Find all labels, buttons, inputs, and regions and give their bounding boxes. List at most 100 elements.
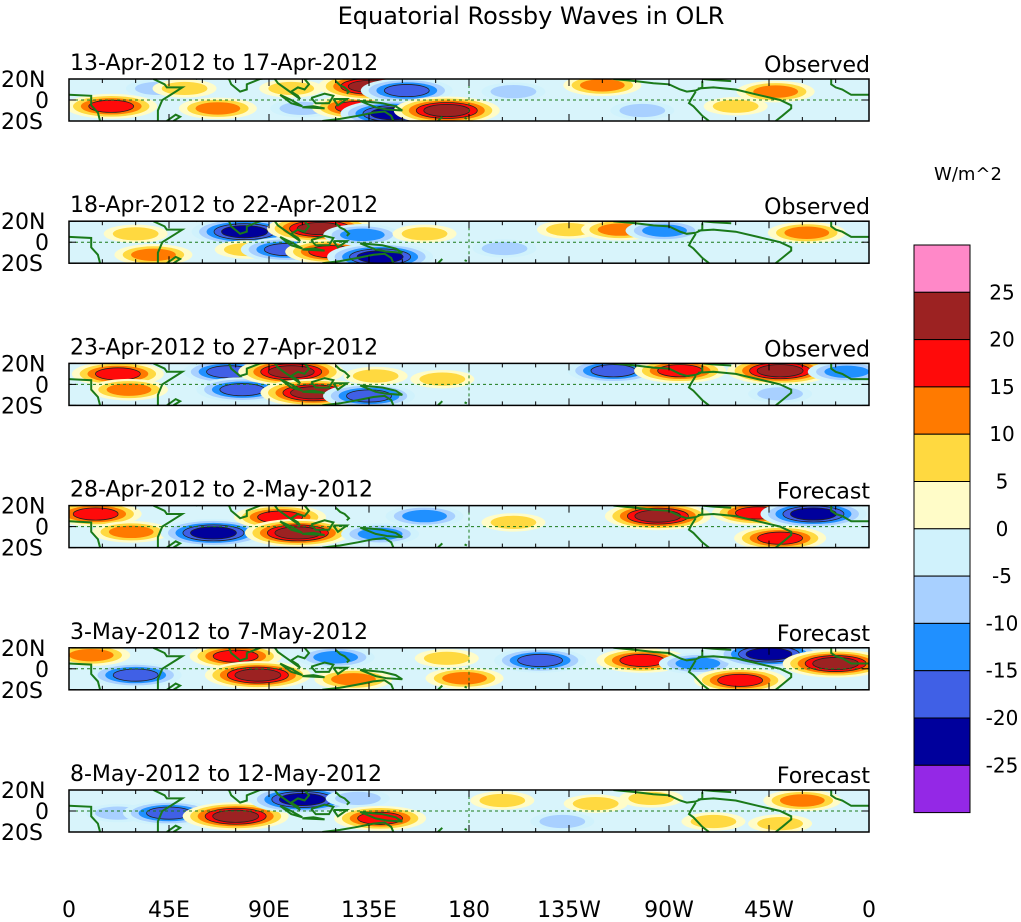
coastline: [359, 811, 403, 823]
y-tick-label: 20N: [1, 68, 45, 93]
anomaly-contour: [546, 223, 592, 237]
coastline: [335, 80, 351, 95]
colorbar-swatch: [913, 481, 971, 530]
y-tick-label: 20S: [1, 110, 43, 135]
coastline: [332, 524, 350, 534]
coastline: [830, 221, 869, 238]
coastline: [697, 228, 793, 264]
coastline: [464, 685, 468, 689]
panel-period: 23-Apr-2012 to 27-Apr-2012: [70, 335, 378, 360]
coastline: [697, 797, 793, 832]
y-tick-label: 20N: [1, 352, 45, 377]
coastline: [335, 364, 351, 379]
anomaly-contour: [824, 365, 869, 378]
anomaly-contour: [712, 99, 759, 113]
chart-title: Equatorial Rossby Waves in OLR: [338, 2, 725, 30]
coastline: [302, 105, 325, 110]
coastline: [152, 221, 186, 264]
y-tick-label: 20S: [1, 252, 43, 277]
coastline: [359, 526, 403, 539]
x-tick-label: 135E: [341, 898, 397, 922]
coastline: [310, 661, 335, 673]
coastline: [697, 512, 793, 548]
colorbar-label: -10: [986, 611, 1019, 635]
anomaly-contour: [590, 364, 637, 378]
anomaly-contour: [195, 102, 241, 115]
colorbar-labels: 25 20 15 10 5 0 -5 -10 -15 -20 -25: [986, 280, 1019, 777]
colorbar-label: -25: [986, 753, 1019, 777]
coastline: [687, 659, 710, 690]
panel-status: Observed: [764, 195, 870, 220]
colorbar-swatch: [913, 339, 971, 388]
panel-status: Forecast: [777, 764, 870, 789]
anomaly-contour: [402, 509, 447, 523]
y-tick-label: 20S: [1, 679, 43, 704]
anomaly-contour: [790, 507, 837, 521]
coastline: [310, 377, 335, 389]
coastline: [359, 384, 403, 396]
anomaly-contour: [779, 794, 825, 807]
panel-period: 28-Apr-2012 to 2-May-2012: [70, 478, 373, 503]
coastline: [310, 92, 335, 105]
colorbar-label: 10: [989, 422, 1014, 446]
y-tick-label: 0: [35, 231, 49, 256]
anomaly-contour: [619, 653, 666, 667]
y-tick-label: 20S: [1, 394, 43, 419]
x-tick-label: 90W: [644, 898, 694, 922]
panel-status: Forecast: [777, 480, 870, 505]
colorbar-label: 25: [989, 280, 1014, 304]
coastline: [359, 100, 403, 112]
colorbar-swatch: [913, 670, 971, 719]
coastline: [359, 242, 403, 254]
y-tick-label: 20S: [1, 821, 43, 846]
coastline: [830, 647, 869, 665]
coastline: [166, 540, 183, 548]
y-tick-label: 20N: [1, 637, 45, 662]
colorbar-swatch: [913, 244, 971, 293]
colorbar-label: -5: [992, 564, 1012, 588]
colorbar-label: -15: [986, 659, 1019, 683]
anomaly-contour: [717, 673, 764, 687]
anomaly-contour: [442, 672, 487, 685]
anomaly-contour: [572, 797, 619, 811]
colorbar-label: -20: [986, 706, 1019, 730]
coastline: [152, 505, 186, 548]
anomaly-contour: [479, 793, 526, 808]
coastline: [830, 79, 869, 96]
coastline: [464, 543, 468, 547]
coastline: [332, 666, 350, 676]
anomaly-contour: [642, 224, 687, 237]
coastline: [225, 363, 313, 385]
y-tick-label: 20S: [1, 537, 43, 562]
coastline: [322, 252, 395, 264]
coastline: [302, 816, 325, 821]
coastline: [152, 363, 186, 406]
coastline: [226, 647, 314, 669]
panel-period: 18-Apr-2012 to 22-Apr-2012: [70, 193, 378, 218]
anomaly-contour: [313, 651, 359, 664]
colorbar: W/m^2 25 20 15 10 5 0 -5 -10 -15 -20 -25: [913, 164, 1019, 814]
coastline: [464, 116, 468, 120]
anomaly-contour: [334, 791, 381, 806]
coastline: [464, 827, 468, 831]
coastline: [152, 79, 186, 121]
coastline: [302, 247, 325, 252]
coastlines: [69, 363, 869, 406]
y-tick-label: 20N: [1, 779, 45, 804]
colorbar-label: 5: [996, 470, 1009, 494]
x-tick-label: 90E: [248, 898, 290, 922]
coastline: [687, 91, 710, 121]
coastline: [697, 370, 793, 406]
coastlines: [69, 221, 869, 264]
coastline: [332, 809, 350, 818]
colorbar-unit: W/m^2: [934, 164, 1002, 185]
coastline: [166, 255, 183, 264]
coastline: [226, 79, 314, 100]
x-tick-label: 0: [862, 898, 876, 922]
coastline: [687, 802, 710, 832]
